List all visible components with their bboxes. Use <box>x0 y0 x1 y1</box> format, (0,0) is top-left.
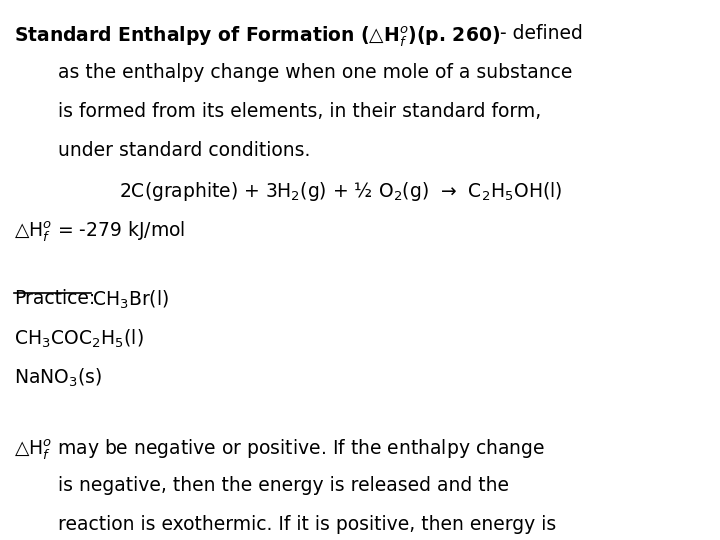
Text: is negative, then the energy is released and the: is negative, then the energy is released… <box>58 476 508 495</box>
Text: as the enthalpy change when one mole of a substance: as the enthalpy change when one mole of … <box>58 63 572 82</box>
Text: CH$_3$COC$_2$H$_5$(l): CH$_3$COC$_2$H$_5$(l) <box>14 328 144 350</box>
Text: △H$_f^o$ = -279 kJ/mol: △H$_f^o$ = -279 kJ/mol <box>14 219 186 244</box>
Text: reaction is exothermic. If it is positive, then energy is: reaction is exothermic. If it is positiv… <box>58 515 556 534</box>
Text: △H$_f^o$ may be negative or positive. If the enthalpy change: △H$_f^o$ may be negative or positive. If… <box>14 437 546 462</box>
Text: Practice:: Practice: <box>14 289 96 308</box>
Text: Standard Enthalpy of Formation (△H$_f^o$)(p. 260): Standard Enthalpy of Formation (△H$_f^o$… <box>14 24 500 49</box>
Text: 2C(graphite) + 3H$_2$(g) + ½ O$_2$(g)  →  C$_2$H$_5$OH(l): 2C(graphite) + 3H$_2$(g) + ½ O$_2$(g) → … <box>119 180 562 203</box>
Text: NaNO$_3$(s): NaNO$_3$(s) <box>14 367 102 389</box>
Text: under standard conditions.: under standard conditions. <box>58 141 310 160</box>
Text: CH$_3$Br(l): CH$_3$Br(l) <box>92 289 169 311</box>
Text: - defined: - defined <box>500 24 583 43</box>
Text: is formed from its elements, in their standard form,: is formed from its elements, in their st… <box>58 102 541 121</box>
